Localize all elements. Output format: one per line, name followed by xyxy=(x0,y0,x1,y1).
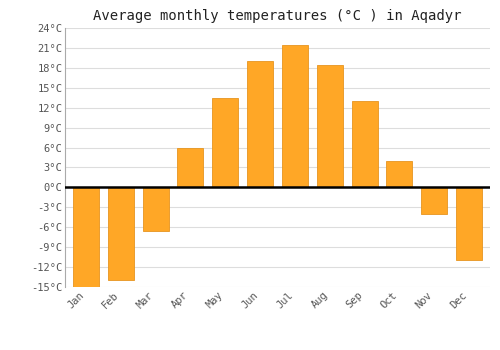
Bar xyxy=(108,187,134,280)
Bar xyxy=(178,148,204,187)
Bar xyxy=(456,187,482,260)
Bar xyxy=(421,187,448,214)
Title: Average monthly temperatures (°C ) in Aqadyr: Average monthly temperatures (°C ) in Aq… xyxy=(93,9,462,23)
Bar xyxy=(247,61,273,187)
Bar xyxy=(386,161,412,187)
Bar xyxy=(282,44,308,187)
Bar xyxy=(212,98,238,187)
Bar xyxy=(316,64,343,187)
Bar xyxy=(73,187,99,287)
Bar xyxy=(142,187,169,231)
Bar xyxy=(352,101,378,187)
